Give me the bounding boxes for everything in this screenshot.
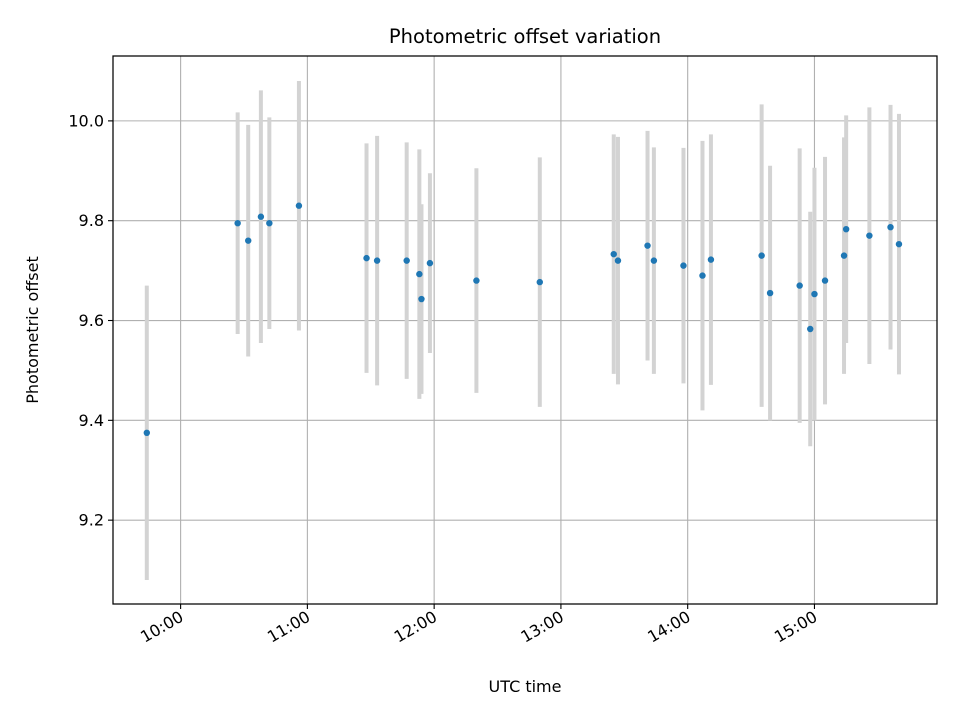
data-point [887, 223, 894, 231]
data-point [644, 242, 651, 249]
data-point [807, 325, 814, 333]
x-axis-label: UTC time [489, 677, 562, 696]
data-point [842, 225, 850, 233]
data-point [680, 262, 687, 269]
data-point [840, 252, 848, 259]
y-axis-label: Photometric offset [23, 256, 42, 404]
data-point [610, 250, 617, 258]
data-point [866, 232, 873, 239]
data-point [614, 257, 622, 264]
data-point [245, 237, 252, 244]
data-point [426, 259, 434, 267]
data-point [821, 277, 829, 284]
data-point [403, 257, 410, 264]
data-point [699, 272, 706, 279]
data-point [257, 213, 265, 220]
y-tick-label: 9.6 [79, 311, 104, 330]
data-point [373, 257, 381, 264]
data-point [363, 254, 370, 262]
data-point [796, 282, 803, 289]
data-point [758, 252, 765, 259]
data-point [895, 240, 903, 248]
y-tick-label: 9.4 [79, 411, 104, 430]
y-tick-label: 9.8 [79, 211, 104, 230]
data-point [418, 295, 425, 303]
data-point [707, 256, 715, 263]
data-point [143, 429, 151, 437]
data-point [473, 277, 480, 284]
data-point [416, 270, 423, 278]
data-point [650, 257, 658, 264]
y-axis-ticks: 9.2 9.4 9.6 9.8 10.0 [68, 111, 113, 530]
y-tick-label: 9.2 [79, 511, 104, 530]
y-tick-label: 10.0 [68, 111, 104, 130]
data-point [266, 219, 273, 227]
chart-title: Photometric offset variation [389, 25, 661, 48]
data-point [811, 290, 818, 298]
data-point [766, 289, 774, 297]
data-point [295, 202, 303, 209]
data-point [234, 219, 241, 227]
data-points [143, 202, 903, 437]
plot-frame [112, 55, 938, 605]
data-point [536, 278, 543, 286]
